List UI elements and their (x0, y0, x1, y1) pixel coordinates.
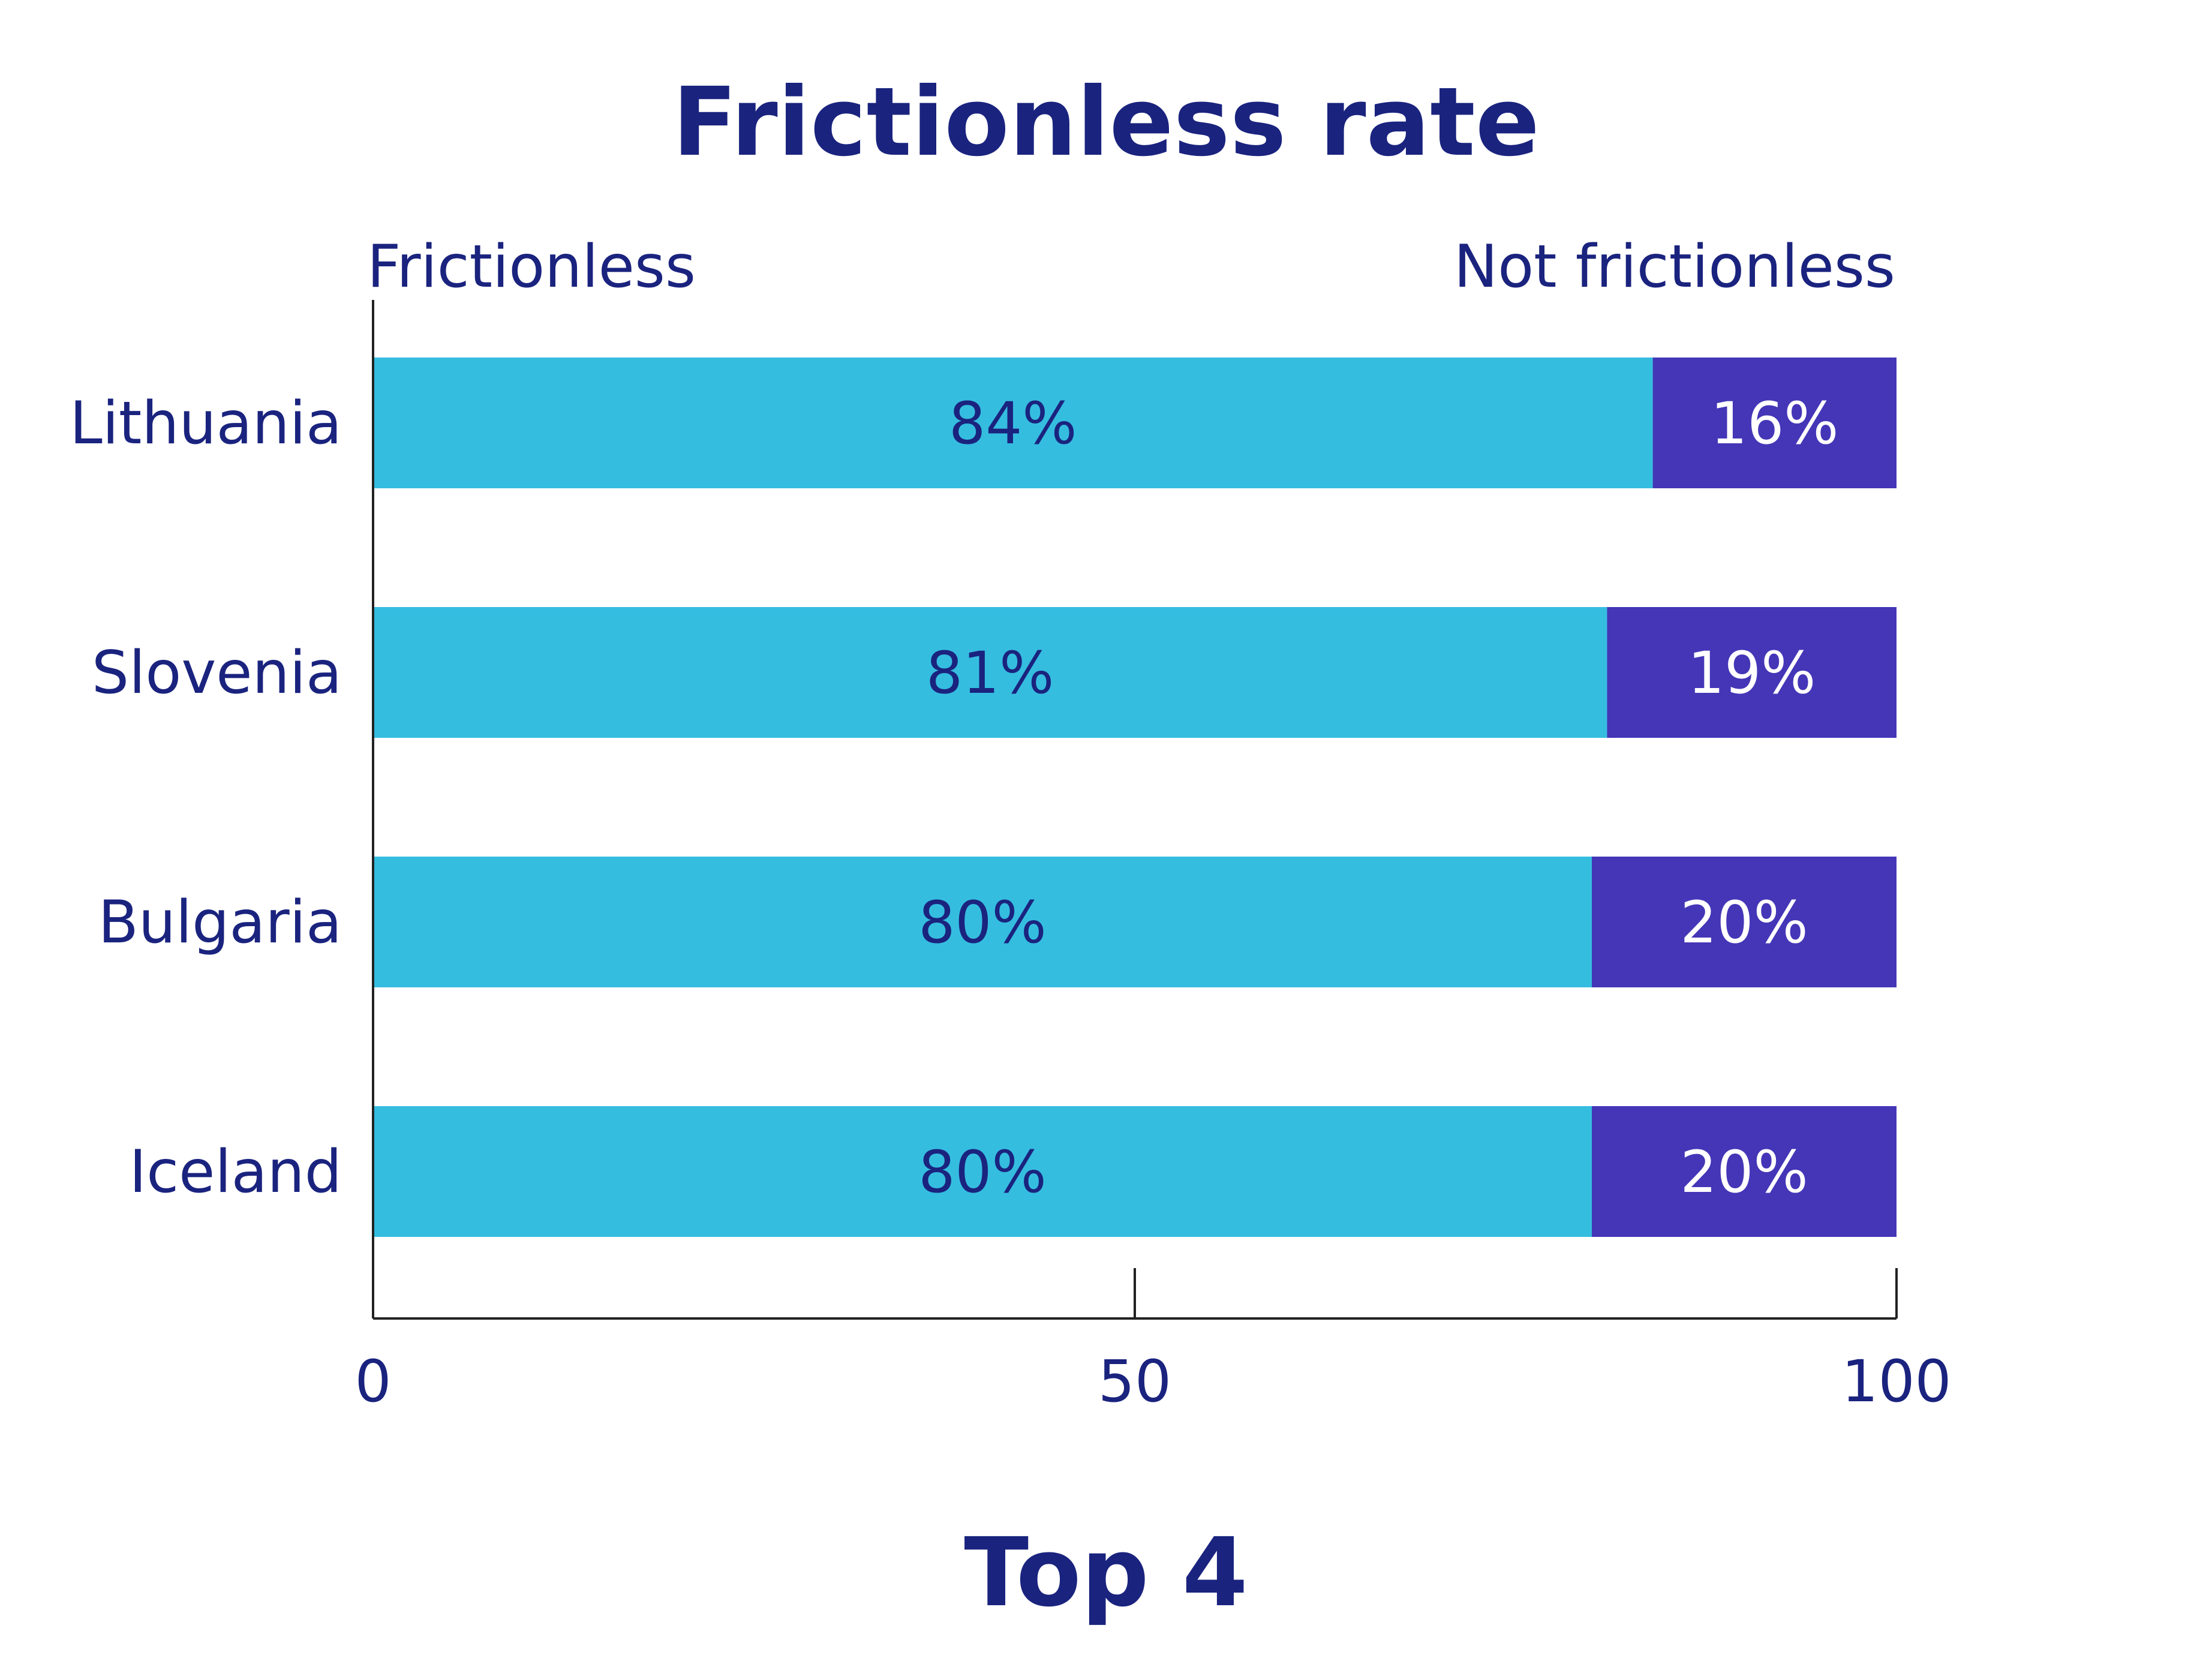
value-label-iceland-not-frictionless: 20% (1680, 1139, 1808, 1206)
bars-group: Lithuania 84% 16% Slovenia 81% 19% Bulgaria 80%… (70, 358, 1897, 1237)
value-label-lithuania-frictionless: 84% (949, 390, 1077, 457)
legend-not-frictionless: Not frictionless (1454, 233, 1895, 301)
chart-subtitle: Top 4 (964, 1518, 1248, 1628)
value-label-lithuania-not-frictionless: 16% (1711, 390, 1838, 457)
category-label-lithuania: Lithuania (70, 389, 342, 458)
axes-group: 0 50 100 (354, 300, 1952, 1415)
value-label-bulgaria-frictionless: 80% (918, 889, 1046, 956)
x-tick-label-50: 50 (1098, 1348, 1171, 1415)
bar-lithuania-not-frictionless (1652, 358, 1897, 488)
bar-bulgaria-frictionless (373, 857, 1592, 987)
chart-title: Frictionless rate (672, 67, 1540, 178)
legend-frictionless: Frictionless (367, 233, 696, 301)
bar-iceland-not-frictionless (1592, 1106, 1897, 1237)
category-label-iceland: Iceland (129, 1138, 342, 1206)
value-label-iceland-frictionless: 80% (918, 1139, 1046, 1206)
value-label-slovenia-frictionless: 81% (926, 639, 1054, 707)
category-label-bulgaria: Bulgaria (98, 888, 342, 957)
bar-iceland-frictionless (373, 1106, 1592, 1237)
category-label-slovenia: Slovenia (92, 639, 342, 707)
bar-slovenia-not-frictionless (1607, 607, 1897, 738)
value-label-bulgaria-not-frictionless: 20% (1680, 889, 1808, 956)
bar-slovenia-frictionless (373, 607, 1607, 738)
value-label-slovenia-not-frictionless: 19% (1688, 639, 1816, 707)
bar-bulgaria-not-frictionless (1592, 857, 1897, 987)
x-tick-label-0: 0 (354, 1348, 391, 1415)
bar-lithuania-frictionless (373, 358, 1653, 488)
x-tick-label-100: 100 (1841, 1348, 1951, 1415)
